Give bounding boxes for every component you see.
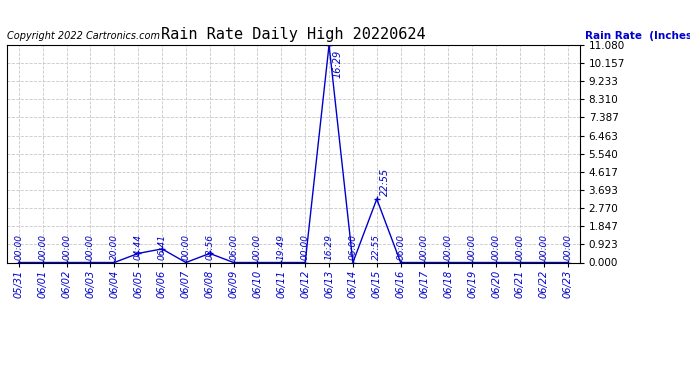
Text: 20:00: 20:00 — [110, 234, 119, 260]
Text: 22:55: 22:55 — [373, 234, 382, 260]
Text: 00:00: 00:00 — [468, 234, 477, 260]
Text: 04:44: 04:44 — [134, 234, 143, 260]
Title: Rain Rate Daily High 20220624: Rain Rate Daily High 20220624 — [161, 27, 426, 42]
Text: 00:00: 00:00 — [515, 234, 524, 260]
Text: 00:00: 00:00 — [301, 234, 310, 260]
Text: 06:00: 06:00 — [396, 234, 405, 260]
Text: 06:00: 06:00 — [229, 234, 238, 260]
Text: 08:56: 08:56 — [205, 234, 214, 260]
Text: 06:00: 06:00 — [348, 234, 357, 260]
Text: 00:00: 00:00 — [420, 234, 429, 260]
Text: Rain Rate  (Inches/Hour): Rain Rate (Inches/Hour) — [585, 31, 690, 40]
Text: 00:00: 00:00 — [86, 234, 95, 260]
Text: Copyright 2022 Cartronics.com: Copyright 2022 Cartronics.com — [7, 31, 160, 40]
Text: 22:55: 22:55 — [380, 168, 391, 196]
Text: 00:00: 00:00 — [491, 234, 500, 260]
Text: 00:00: 00:00 — [181, 234, 190, 260]
Text: 00:00: 00:00 — [14, 234, 23, 260]
Text: 00:00: 00:00 — [563, 234, 572, 260]
Text: 19:49: 19:49 — [277, 234, 286, 260]
Text: 00:00: 00:00 — [540, 234, 549, 260]
Text: 16:29: 16:29 — [333, 50, 343, 78]
Text: 00:00: 00:00 — [62, 234, 71, 260]
Text: 00:00: 00:00 — [38, 234, 47, 260]
Text: 00:00: 00:00 — [253, 234, 262, 260]
Text: 16:29: 16:29 — [324, 234, 333, 260]
Text: 06:41: 06:41 — [157, 234, 166, 260]
Text: 00:00: 00:00 — [444, 234, 453, 260]
